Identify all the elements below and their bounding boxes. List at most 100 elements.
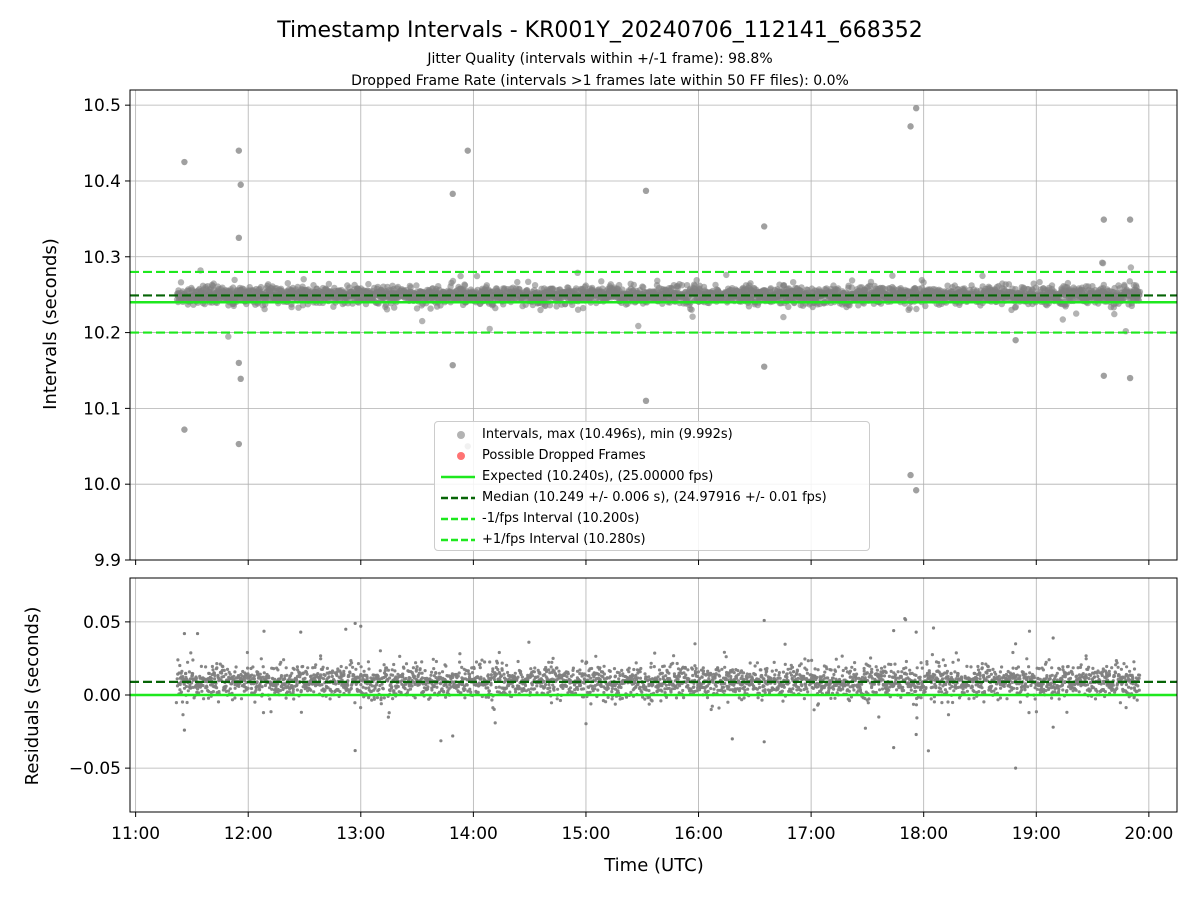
data-point	[295, 665, 299, 669]
data-point	[514, 690, 518, 694]
data-point	[430, 670, 434, 674]
chart-subtitle-dropped: Dropped Frame Rate (intervals >1 frames …	[351, 73, 849, 89]
data-point	[504, 686, 508, 690]
data-point	[535, 684, 539, 688]
data-point	[404, 662, 409, 666]
data-point	[480, 658, 484, 662]
data-point	[660, 689, 664, 693]
data-point	[602, 672, 607, 676]
data-point	[261, 665, 265, 669]
data-point	[1064, 279, 1072, 287]
data-point	[279, 674, 284, 678]
data-point	[175, 684, 180, 688]
data-point	[292, 667, 296, 671]
data-point	[420, 676, 424, 680]
data-point	[430, 688, 434, 692]
outlier-point	[761, 223, 768, 230]
data-point	[252, 677, 256, 681]
data-point	[468, 687, 472, 691]
data-point	[425, 676, 429, 680]
data-point	[388, 689, 392, 693]
data-point	[502, 672, 506, 676]
data-point	[468, 672, 472, 677]
data-point	[500, 661, 504, 665]
data-point	[284, 666, 288, 670]
data-point	[528, 690, 532, 695]
data-point	[487, 695, 491, 699]
data-point	[232, 677, 236, 682]
data-point	[610, 690, 614, 694]
data-point	[224, 684, 228, 688]
outlier-point	[642, 187, 650, 195]
data-point	[286, 685, 290, 689]
data-point	[299, 689, 303, 693]
data-point	[450, 672, 454, 676]
data-point	[295, 688, 299, 692]
data-point	[334, 682, 338, 686]
data-point	[191, 672, 195, 676]
data-point	[266, 674, 271, 678]
data-point	[530, 683, 534, 687]
data-point	[391, 697, 395, 701]
data-point	[889, 272, 896, 279]
data-point	[180, 700, 185, 704]
data-point	[407, 284, 414, 291]
data-point	[479, 675, 483, 679]
data-point	[747, 280, 754, 287]
data-point	[473, 272, 481, 280]
data-point	[457, 272, 464, 280]
data-point	[382, 663, 386, 667]
outlier-point	[907, 471, 914, 479]
chart-title: Timestamp Intervals - KR001Y_20240706_11…	[276, 18, 923, 43]
data-point	[553, 303, 560, 310]
data-point	[440, 687, 444, 691]
data-point	[602, 690, 606, 695]
data-point	[920, 279, 927, 286]
data-point	[1099, 260, 1107, 267]
data-point	[486, 325, 493, 333]
data-point	[442, 690, 446, 694]
data-point	[497, 685, 501, 689]
data-point	[484, 695, 488, 699]
data-point	[492, 304, 499, 312]
outlier-point	[237, 375, 244, 383]
data-point	[558, 698, 563, 703]
data-point	[383, 306, 391, 313]
data-point	[261, 305, 268, 313]
outlier-point	[235, 147, 243, 154]
data-point	[649, 665, 653, 669]
data-point	[352, 673, 356, 677]
data-point	[470, 671, 475, 675]
data-point	[584, 722, 588, 726]
data-point	[498, 678, 502, 682]
data-point	[348, 670, 352, 674]
data-point	[359, 683, 363, 687]
data-point	[400, 679, 404, 683]
data-point	[245, 650, 249, 655]
data-point	[654, 277, 661, 284]
data-point	[199, 664, 203, 669]
data-point	[627, 666, 631, 670]
data-point	[377, 687, 381, 692]
data-point	[556, 687, 560, 691]
data-point	[344, 666, 348, 670]
data-point	[511, 685, 515, 689]
data-point	[427, 305, 434, 312]
data-point	[320, 683, 324, 687]
data-point	[393, 669, 397, 673]
data-point	[188, 683, 192, 687]
data-point	[465, 683, 469, 687]
outlier-point	[449, 361, 456, 369]
data-point	[301, 664, 305, 669]
data-point	[496, 667, 500, 672]
data-point	[426, 685, 430, 689]
data-point	[677, 674, 682, 679]
data-point	[351, 665, 355, 669]
data-point	[359, 706, 363, 710]
data-point	[548, 689, 552, 694]
data-point	[214, 667, 218, 671]
data-point	[615, 281, 623, 289]
data-point	[640, 690, 644, 694]
data-point	[312, 673, 316, 677]
data-point	[476, 690, 480, 695]
